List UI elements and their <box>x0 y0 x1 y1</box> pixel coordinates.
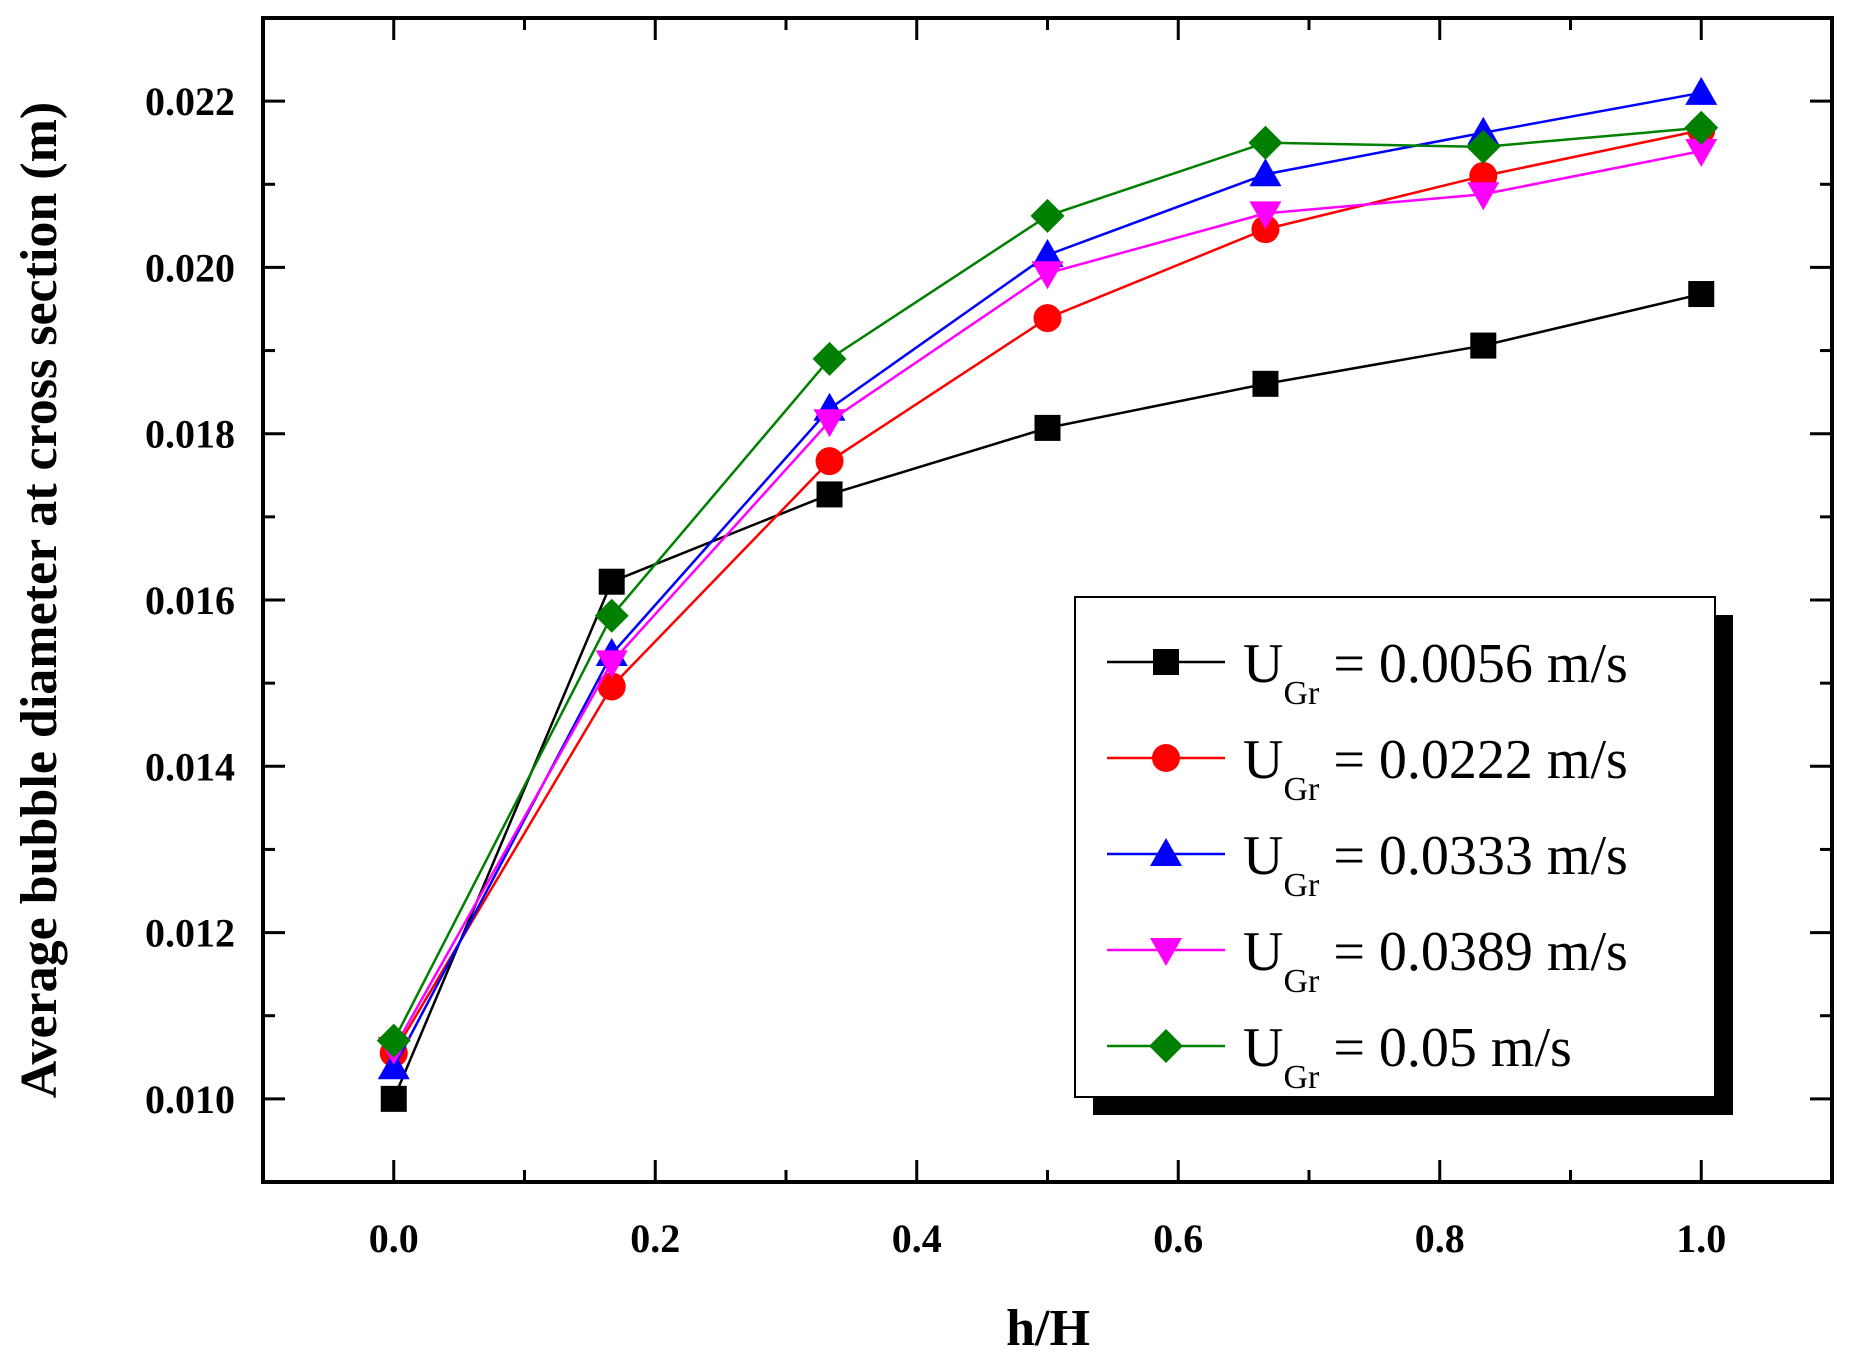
series-4 <box>377 139 1718 1065</box>
x-tick-label: 0.0 <box>369 1216 419 1261</box>
x-tick-label: 0.2 <box>630 1216 680 1261</box>
data-point <box>1688 281 1715 308</box>
y-tick-label: 0.012 <box>145 911 235 956</box>
data-point <box>1685 76 1718 105</box>
data-point <box>813 409 846 438</box>
data-point <box>598 568 625 595</box>
legend-marker <box>1150 938 1182 966</box>
legend-marker <box>1153 649 1179 675</box>
data-point <box>1470 332 1497 359</box>
x-tick-label: 0.6 <box>1153 1216 1203 1261</box>
legend: UGr = 0.0056 m/s UGr = 0.0222 m/s UGr = 0.… <box>1074 596 1733 1115</box>
data-point <box>377 1051 410 1080</box>
series-layer <box>376 76 1719 1112</box>
x-tick-label: 0.8 <box>1415 1216 1465 1261</box>
legend-marker <box>1149 1029 1183 1063</box>
y-tick-label: 0.020 <box>145 245 235 290</box>
data-point <box>815 447 844 476</box>
legend-label: UGr = 0.05 m/s <box>1243 1017 1572 1096</box>
data-point <box>1248 125 1283 160</box>
y-tick-label: 0.016 <box>145 578 235 623</box>
legend-item: UGr = 0.0333 m/s <box>1107 825 1628 904</box>
y-tick-label: 0.010 <box>145 1077 235 1122</box>
data-point <box>1031 261 1064 290</box>
legend-label: UGr = 0.0222 m/s <box>1243 729 1628 808</box>
legend-item: UGr = 0.0056 m/s <box>1107 633 1628 712</box>
legend-label: UGr = 0.0333 m/s <box>1243 825 1628 904</box>
x-tick-label: 1.0 <box>1676 1216 1726 1261</box>
data-point <box>1030 198 1065 233</box>
y-tick-label: 0.018 <box>145 412 235 457</box>
legend-box <box>1074 596 1716 1098</box>
data-point <box>1031 238 1064 267</box>
data-point <box>595 650 628 679</box>
legend-item: UGr = 0.0389 m/s <box>1107 921 1628 1000</box>
data-point <box>380 1085 407 1112</box>
y-tick-label: 0.022 <box>145 79 235 124</box>
y-tick-label: 0.014 <box>145 744 235 789</box>
data-point <box>594 598 629 633</box>
axes-layer: 0.0 0.2 0.4 0.6 0.8 1.0 0.010 0.012 0.014 0.016 0.… <box>145 18 1832 1261</box>
data-point <box>1033 304 1062 333</box>
data-point <box>1249 158 1282 187</box>
data-point <box>376 1023 411 1058</box>
data-point <box>816 481 843 508</box>
data-point <box>1685 139 1718 168</box>
x-axis-title: h/H <box>1006 1300 1090 1357</box>
x-tick-label: 0.4 <box>892 1216 942 1261</box>
data-point <box>812 341 847 376</box>
legend-item: UGr = 0.05 m/s <box>1107 1017 1572 1096</box>
series-5 <box>376 110 1719 1058</box>
legend-item: UGr = 0.0222 m/s <box>1107 729 1628 808</box>
data-point <box>1249 201 1282 230</box>
data-point <box>1034 414 1061 441</box>
series-1 <box>380 281 1715 1112</box>
legend-label: UGr = 0.0056 m/s <box>1243 633 1628 712</box>
data-point <box>1252 370 1279 397</box>
data-point <box>1684 110 1719 145</box>
legend-marker <box>1152 744 1180 772</box>
data-point <box>1466 129 1501 164</box>
data-point <box>597 672 626 701</box>
data-point <box>1467 182 1500 211</box>
legend-marker <box>1150 838 1182 866</box>
legend-label: UGr = 0.0389 m/s <box>1243 921 1628 1000</box>
y-axis-title: Average bubble diameter at cross section… <box>11 102 68 1098</box>
